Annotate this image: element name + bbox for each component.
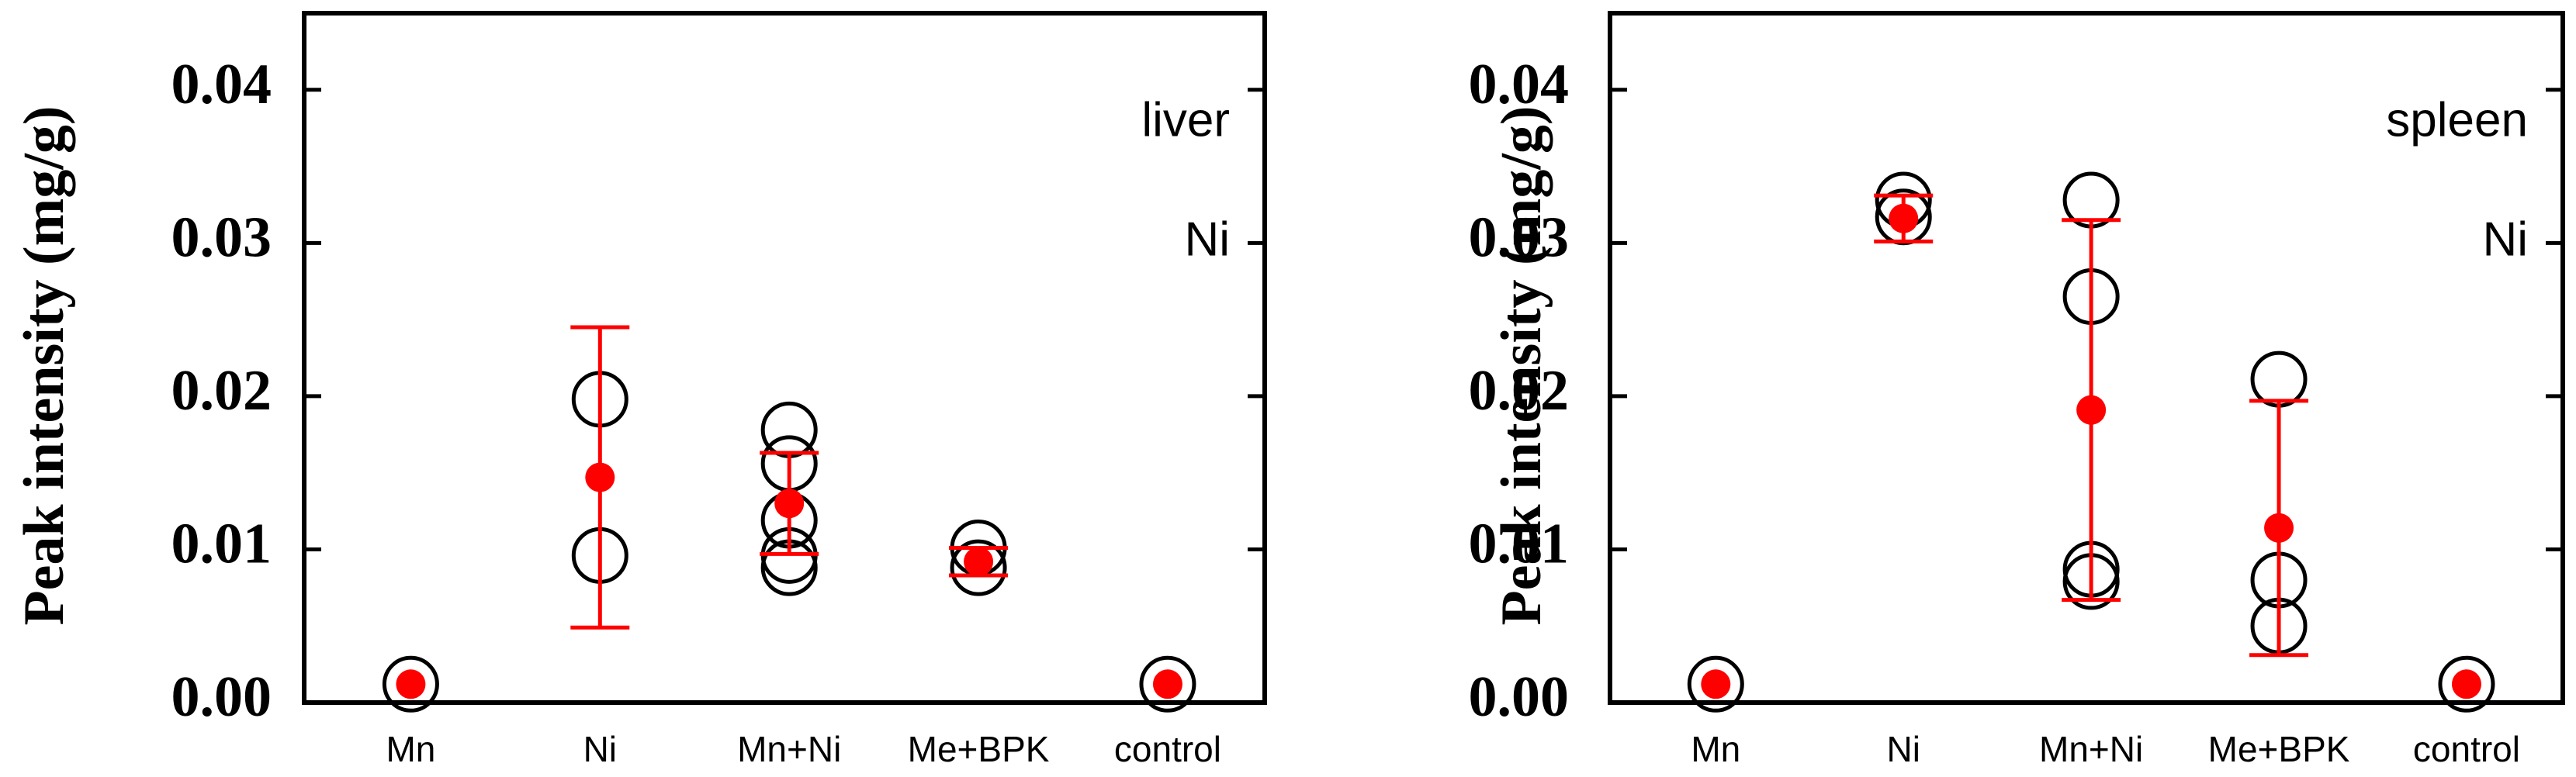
mean-point [2451, 669, 2481, 699]
mean-point [396, 669, 426, 699]
y-tick-label: 0.00 [171, 665, 272, 729]
x-tick-label: Ni [1886, 729, 1920, 769]
x-tick-label: Mn [1691, 729, 1740, 769]
data-point [760, 401, 818, 458]
mean-point [1889, 203, 1919, 233]
mean-point [2264, 513, 2294, 543]
y-tick-label: 0.01 [1469, 512, 1570, 575]
plot-frame [1608, 11, 2565, 705]
mean-point [774, 489, 805, 519]
x-tick-label: Mn+Ni [2039, 729, 2143, 769]
y-tick-label: 0.04 [171, 53, 272, 116]
y-tick-label: 0.01 [171, 512, 272, 575]
x-tick-label: control [1114, 729, 1221, 769]
x-tick-label: Me+BPK [2208, 729, 2350, 769]
y-tick-label: 0.02 [1469, 359, 1570, 423]
data-point [1687, 655, 1744, 713]
x-tick-label: Mn+Ni [737, 729, 841, 769]
mean-point [964, 547, 994, 577]
mean-point [1152, 669, 1182, 699]
data-point [2438, 655, 2495, 713]
x-tick-label: Me+BPK [908, 729, 1050, 769]
mean-point [1701, 669, 1731, 699]
y-tick-label: 0.04 [1469, 53, 1570, 116]
mean-point [2076, 395, 2107, 425]
x-tick-label: Ni [583, 729, 617, 769]
annotation: spleen [2386, 93, 2528, 147]
data-point [382, 655, 439, 713]
annotation: liver [1141, 93, 1230, 147]
x-tick-label: Mn [386, 729, 435, 769]
mean-point [585, 462, 615, 492]
y-tick-label: 0.03 [171, 205, 272, 269]
y-tick-label: 0.00 [1469, 665, 1570, 729]
annotation: Ni [1184, 212, 1230, 266]
plot-frame [302, 11, 1267, 705]
data-point [950, 539, 1007, 596]
data-point [1139, 655, 1196, 713]
y-axis-label: Peak intensity (mg/g) [12, 105, 76, 625]
y-axis-label: Peak intensity (mg/g) [1490, 105, 1553, 625]
data-point [2250, 351, 2308, 408]
x-tick-label: control [2413, 729, 2520, 769]
y-tick-label: 0.03 [1469, 205, 1570, 269]
y-tick-label: 0.02 [171, 359, 272, 423]
annotation: Ni [2482, 212, 2528, 266]
